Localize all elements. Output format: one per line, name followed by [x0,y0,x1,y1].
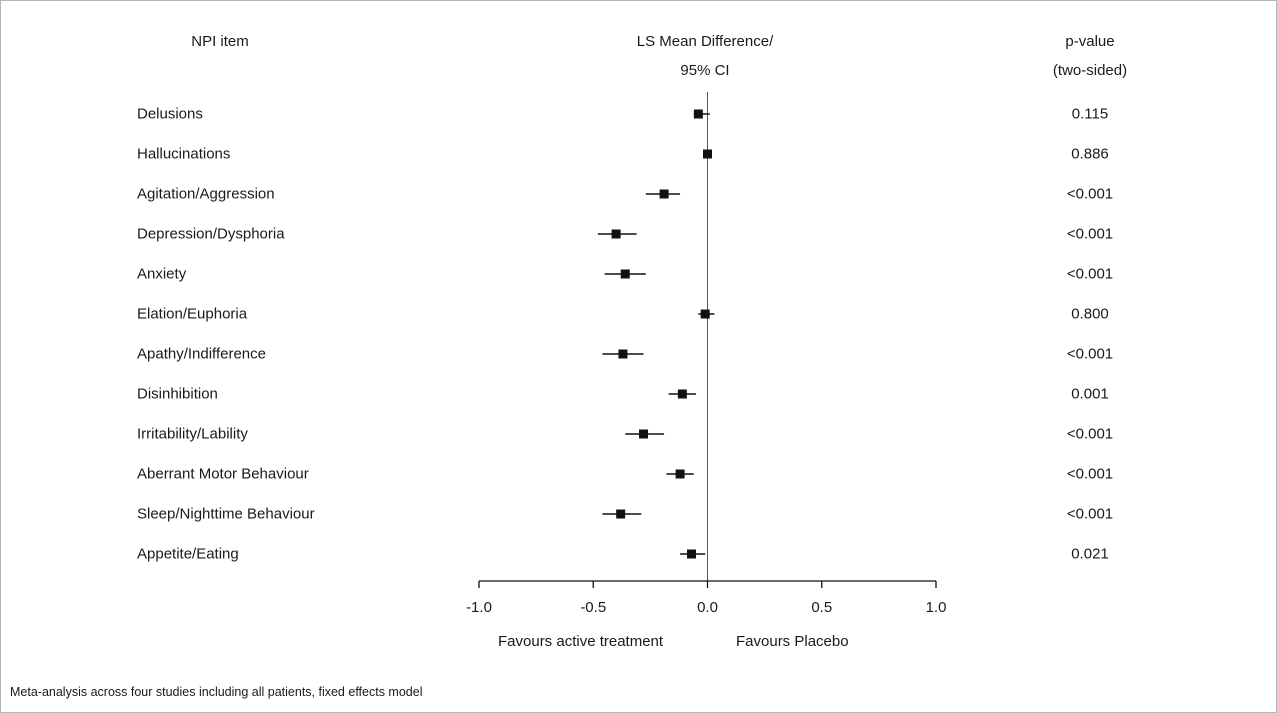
point-estimate [703,150,712,159]
x-tick-label: -0.5 [580,599,606,616]
x-tick-label: -1.0 [466,599,492,616]
x-tick-label: 0.5 [811,599,832,616]
point-estimate [618,350,627,359]
point-estimate [660,190,669,199]
favours-placebo-label: Favours Placebo [736,633,849,650]
point-estimate [612,230,621,239]
point-estimate [694,110,703,119]
favours-active-label: Favours active treatment [498,633,663,650]
point-estimate [678,390,687,399]
x-tick-label: 0.0 [697,599,718,616]
point-estimate [687,550,696,559]
footnote: Meta-analysis across four studies includ… [10,685,422,699]
point-estimate [621,270,630,279]
point-estimate [639,430,648,439]
point-estimate [676,470,685,479]
point-estimate [616,510,625,519]
point-estimate [701,310,710,319]
x-tick-label: 1.0 [926,599,947,616]
